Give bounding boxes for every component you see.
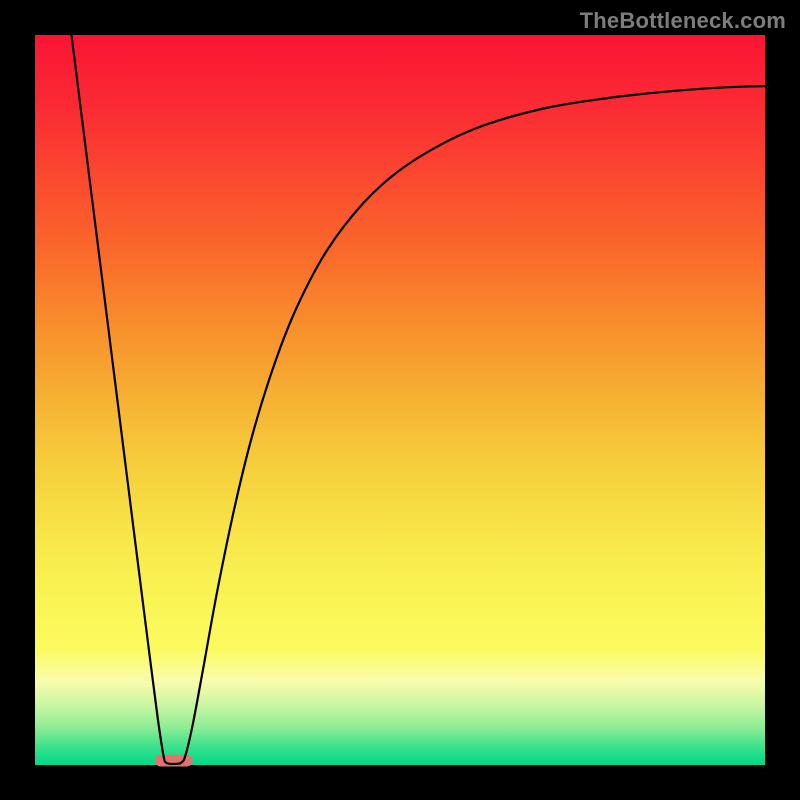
- plot-background: [35, 35, 765, 765]
- watermark-text: TheBottleneck.com: [580, 8, 786, 34]
- chart-svg: [0, 0, 800, 800]
- bottleneck-chart: TheBottleneck.com: [0, 0, 800, 800]
